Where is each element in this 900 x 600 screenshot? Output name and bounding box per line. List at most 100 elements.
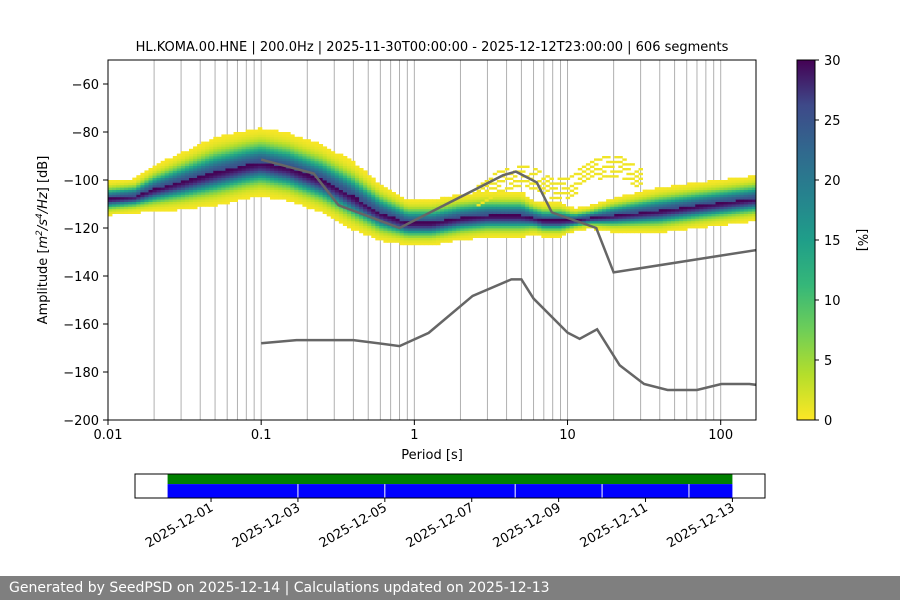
heatmap-cell xyxy=(367,184,372,188)
heatmap-cell xyxy=(691,206,696,210)
heatmap-cell xyxy=(634,175,639,178)
heatmap-cell xyxy=(363,187,368,190)
heatmap-cell xyxy=(193,187,198,190)
heatmap-cell xyxy=(419,201,425,205)
heatmap-cell xyxy=(581,220,587,224)
heatmap-cell xyxy=(249,165,255,169)
heatmap-cell xyxy=(367,175,372,178)
heatmap-cell xyxy=(703,204,708,207)
heatmap-cell xyxy=(197,204,202,207)
y-tick-label: −80 xyxy=(72,126,99,141)
x-axis: 0.01 0.1 1 10 100 xyxy=(94,420,733,443)
heatmap-cell xyxy=(662,194,668,198)
heatmap-cell xyxy=(351,218,356,222)
heatmap-cell xyxy=(383,189,388,193)
heatmap-cell xyxy=(338,168,344,171)
heatmap-cell xyxy=(326,187,332,190)
heatmap-cell xyxy=(274,194,279,198)
heatmap-cell xyxy=(675,211,680,214)
heatmap-cell xyxy=(598,204,603,207)
heatmap-cell xyxy=(650,225,656,229)
heatmap-cell xyxy=(201,160,206,164)
heatmap-cell xyxy=(654,225,660,229)
heatmap-cell xyxy=(265,177,271,181)
heatmap-cell xyxy=(533,213,538,217)
heatmap-cell xyxy=(626,196,631,200)
heatmap-cell xyxy=(124,206,129,210)
heatmap-cell xyxy=(679,196,684,200)
heatmap-cell xyxy=(432,242,437,246)
heatmap-cell xyxy=(630,218,635,222)
heatmap-cell xyxy=(403,230,409,234)
heatmap-cell xyxy=(650,206,656,210)
heatmap-cell xyxy=(237,156,243,159)
heatmap-cell xyxy=(419,211,425,214)
heatmap-cell xyxy=(488,232,494,236)
heatmap-cell xyxy=(695,204,700,207)
heatmap-cell xyxy=(274,165,279,169)
heatmap-cell xyxy=(695,208,700,212)
heatmap-cell xyxy=(205,182,210,186)
heatmap-cell xyxy=(642,225,648,229)
heatmap-cell xyxy=(180,158,186,162)
heatmap-cell xyxy=(120,192,125,195)
heatmap-cell xyxy=(351,168,356,171)
heatmap-cell xyxy=(606,216,611,219)
heatmap-cell xyxy=(723,218,729,222)
heatmap-cell xyxy=(448,228,453,231)
heatmap-cell xyxy=(108,201,113,205)
heatmap-cell xyxy=(310,144,315,147)
heatmap-cell xyxy=(241,139,247,142)
heatmap-cell xyxy=(646,213,652,217)
heatmap-cell xyxy=(233,175,238,178)
heatmap-cell xyxy=(622,163,627,166)
heatmap-cell xyxy=(209,175,214,178)
heatmap-cell xyxy=(245,187,251,190)
heatmap-cell xyxy=(359,230,364,234)
heatmap-cell xyxy=(128,211,133,214)
heatmap-cell xyxy=(306,177,311,181)
heatmap-cell xyxy=(112,184,117,188)
heatmap-cell xyxy=(440,228,445,231)
heatmap-cell xyxy=(310,196,315,200)
heatmap-cell xyxy=(253,177,259,181)
heatmap-cell xyxy=(294,158,299,162)
heatmap-cell xyxy=(427,204,433,207)
heatmap-cell xyxy=(318,192,324,195)
heatmap-cell xyxy=(225,199,230,202)
heatmap-cell xyxy=(342,199,348,202)
heatmap-cell xyxy=(476,235,481,238)
heatmap-cell xyxy=(403,199,409,202)
heatmap-cell xyxy=(448,206,453,210)
heatmap-cell xyxy=(630,196,635,200)
heatmap-cell xyxy=(176,184,182,188)
heatmap-cell xyxy=(229,156,234,159)
heatmap-cell xyxy=(484,232,490,236)
heatmap-cell xyxy=(731,189,737,193)
heatmap-cell xyxy=(691,223,696,226)
heatmap-cell xyxy=(719,201,724,205)
heatmap-cell xyxy=(525,223,530,226)
heatmap-cell xyxy=(610,206,615,210)
heatmap-cell xyxy=(622,228,627,231)
heatmap-cell xyxy=(444,216,449,219)
heatmap-cell xyxy=(334,216,340,219)
heatmap-cell xyxy=(229,141,234,145)
heatmap-cell xyxy=(189,168,194,171)
heatmap-cell xyxy=(290,189,295,193)
heatmap-cell xyxy=(144,192,149,195)
heatmap-cell xyxy=(193,196,198,200)
heatmap-cell xyxy=(310,180,315,183)
heatmap-cell xyxy=(654,187,660,190)
heatmap-cell xyxy=(265,165,271,169)
heatmap-cell xyxy=(270,189,275,193)
heatmap-cell xyxy=(314,201,319,205)
heatmap-cell xyxy=(464,196,469,200)
heatmap-cell xyxy=(719,182,724,186)
heatmap-cell xyxy=(184,184,190,188)
heatmap-cell xyxy=(436,228,441,231)
heatmap-cell xyxy=(432,213,437,217)
heatmap-cell xyxy=(168,189,174,193)
heatmap-cell xyxy=(172,184,178,188)
heatmap-cell xyxy=(367,223,372,226)
